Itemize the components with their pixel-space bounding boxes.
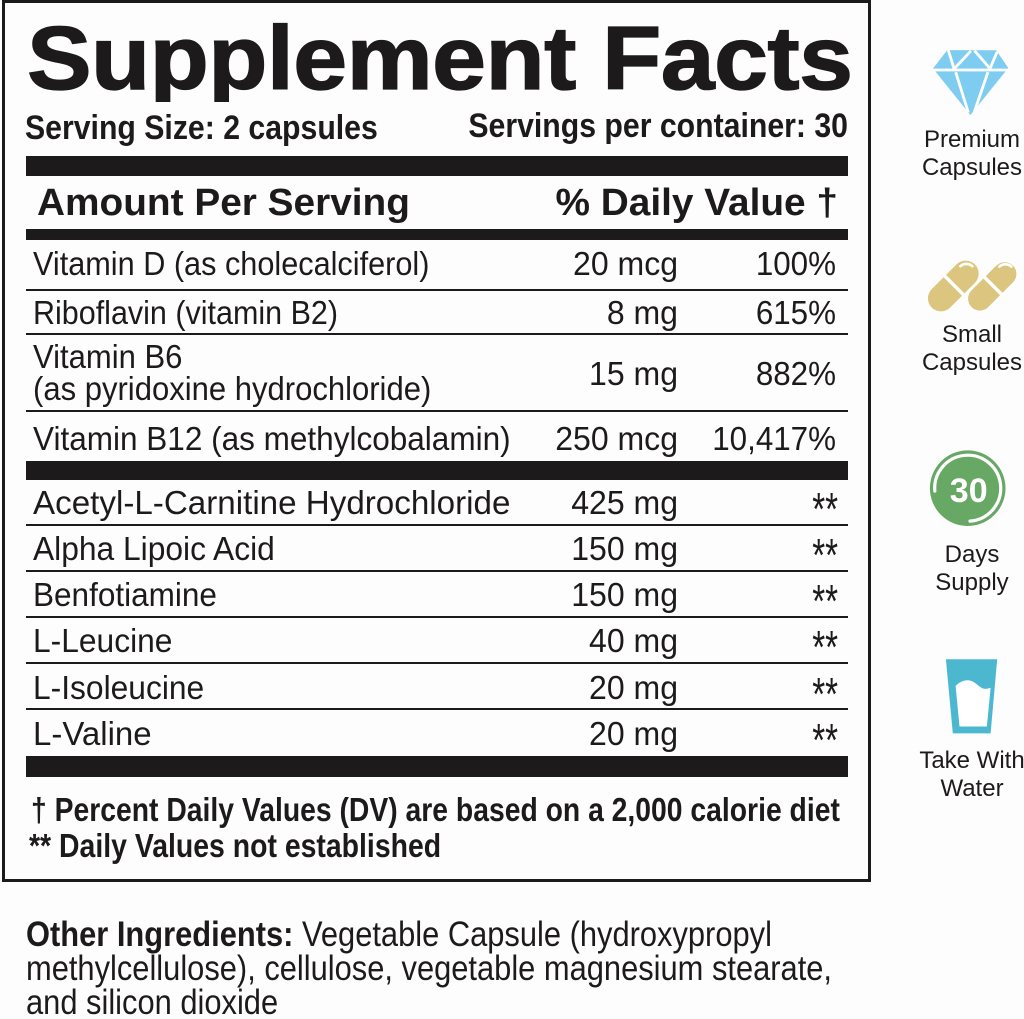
svg-text:30: 30 <box>950 472 988 510</box>
